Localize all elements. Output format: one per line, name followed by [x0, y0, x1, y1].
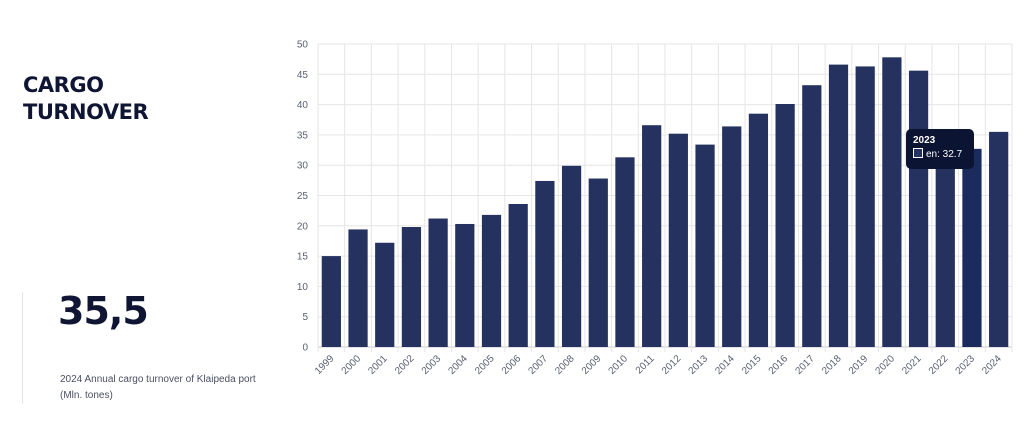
bar-2016 [775, 103, 795, 347]
bar-2001 [375, 242, 395, 347]
bar-2015 [748, 113, 769, 347]
x-tick-label: 2008 [553, 353, 577, 377]
x-tick-label: 2017 [793, 353, 817, 377]
y-tick-label: 25 [297, 191, 309, 202]
bar-2004 [455, 223, 475, 347]
x-tick-label: 2005 [473, 353, 497, 377]
bar-2022 [935, 134, 955, 347]
x-tick-label: 2021 [900, 353, 924, 377]
bar-2008 [561, 165, 582, 347]
y-tick-label: 5 [302, 312, 308, 323]
x-tick-label: 2019 [847, 353, 871, 377]
bar-2000 [348, 229, 368, 347]
x-tick-label: 2015 [740, 353, 764, 377]
x-tick-label: 2007 [526, 353, 550, 377]
y-tick-label: 20 [297, 221, 309, 232]
bar-2005 [481, 214, 502, 347]
x-tick-label: 2006 [500, 353, 524, 377]
bar-2023 [962, 148, 982, 347]
x-tick-label: 2018 [820, 353, 844, 377]
tooltip-title: 2023 [913, 135, 936, 146]
y-tick-label: 15 [297, 252, 309, 263]
y-tick-label: 0 [302, 343, 308, 354]
x-tick-label: 2022 [927, 353, 951, 377]
x-tick-label: 1999 [313, 353, 337, 377]
y-tick-label: 40 [297, 100, 309, 111]
bar-2012 [668, 133, 688, 347]
bar-2024 [989, 131, 1009, 347]
x-tick-label: 2003 [420, 353, 444, 377]
bar-2007 [535, 180, 555, 347]
x-tick-label: 2001 [366, 353, 390, 377]
x-tick-label: 2000 [340, 353, 364, 377]
x-tick-label: 2012 [660, 353, 684, 377]
tooltip-label: en: 32.7 [926, 149, 963, 160]
stat-value: 35,5 [58, 289, 149, 333]
tooltip-swatch [913, 148, 923, 158]
x-tick-label: 2009 [580, 353, 604, 377]
stat-caption: 2024 Annual cargo turnover of Klaipeda p… [60, 374, 256, 401]
bar-1999 [321, 256, 341, 347]
bar-2010 [615, 157, 635, 347]
tooltip-row: en: 32.7 [913, 148, 967, 162]
bar-2018 [828, 64, 849, 347]
y-tick-label: 10 [297, 282, 309, 293]
x-tick-label: 2020 [873, 353, 897, 377]
bar-2013 [695, 144, 715, 347]
bar-2011 [642, 125, 662, 347]
y-tick-label: 50 [297, 40, 309, 51]
bar-2021 [908, 70, 929, 347]
bar-2014 [722, 126, 742, 347]
bar-2006 [508, 203, 528, 347]
tooltip: 2023 en: 32.7 [906, 129, 974, 169]
x-tick-label: 2011 [634, 353, 657, 376]
y-tick-label: 30 [297, 161, 309, 172]
bar-2019 [855, 66, 875, 347]
x-tick-label: 2016 [767, 353, 791, 377]
bar-2003 [428, 218, 448, 347]
chart-title: CARGO TURNOVER [23, 73, 149, 124]
bar-2002 [401, 227, 422, 347]
y-tick-label: 45 [297, 70, 309, 81]
x-tick-label: 2013 [687, 353, 711, 377]
bar-2017 [802, 85, 822, 347]
x-tick-label: 2023 [954, 353, 978, 377]
x-tick-label: 2014 [713, 353, 737, 377]
x-tick-label: 2002 [393, 353, 417, 377]
bar-2009 [588, 178, 608, 347]
x-tick-label: 2024 [980, 353, 1004, 377]
x-tick-label: 2004 [446, 353, 470, 377]
y-tick-label: 35 [297, 130, 309, 141]
x-tick-label: 2010 [607, 353, 631, 377]
stat-divider [22, 292, 23, 404]
bar-2020 [882, 57, 902, 347]
